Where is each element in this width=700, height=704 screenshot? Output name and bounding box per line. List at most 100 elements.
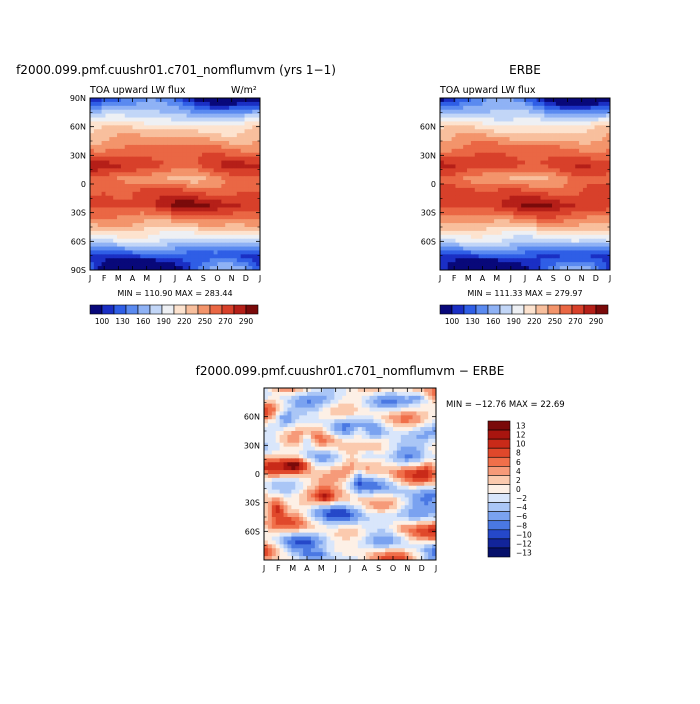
heatmap-cell [568,161,572,165]
heatmap-cell [152,219,156,223]
heatmap-cell [346,470,350,474]
x-tick-label: N [579,274,585,283]
heatmap-cell [424,454,428,458]
heatmap-cell [483,141,487,145]
heatmap-cell [521,110,525,114]
heatmap-cell [342,458,346,462]
heatmap-cell [136,231,140,235]
heatmap-cell [537,211,541,215]
heatmap-cell [210,207,214,211]
heatmap-cell [102,204,106,208]
heatmap-cell [194,161,198,165]
heatmap-cell [448,102,452,106]
heatmap-cell [416,400,420,404]
heatmap-cell [148,102,152,106]
heatmap-cell [342,415,346,419]
heatmap-cell [175,157,179,161]
heatmap-cell [190,250,194,254]
heatmap-cell [444,235,448,239]
heatmap-cell [183,180,187,184]
heatmap-cell [498,114,502,118]
heatmap-cell [540,200,544,204]
heatmap-cell [544,188,548,192]
heatmap-cell [350,454,354,458]
heatmap-cell [245,153,249,157]
heatmap-cell [125,168,129,172]
heatmap-cell [452,106,456,110]
heatmap-cell [276,435,280,439]
heatmap-cell [125,118,129,122]
heatmap-cell [241,258,245,262]
heatmap-cell [467,172,471,176]
heatmap-cell [564,227,568,231]
heatmap-cell [579,137,583,141]
heatmap-cell [486,243,490,247]
heatmap-cell [330,466,334,470]
heatmap-cell [268,400,272,404]
heatmap-cell [218,157,222,161]
heatmap-cell [206,110,210,114]
heatmap-cell [506,157,510,161]
heatmap-cell [133,157,137,161]
heatmap-cell [452,258,456,262]
heatmap-cell [113,227,117,231]
heatmap-cell [358,466,362,470]
heatmap-cell [175,250,179,254]
heatmap-cell [540,250,544,254]
heatmap-cell [295,462,299,466]
heatmap-cell [140,254,144,258]
heatmap-cell [521,239,525,243]
heatmap-cell [440,98,444,102]
heatmap-cell [140,223,144,227]
heatmap-cell [225,121,229,125]
heatmap-cell [506,219,510,223]
heatmap-cell [156,110,160,114]
heatmap-cell [117,141,121,145]
x-tick-label: J [523,274,526,283]
heatmap-cell [90,176,94,180]
heatmap-cell [280,404,284,408]
heatmap-cell [163,149,167,153]
heatmap-cell [121,129,125,133]
heatmap-cell [544,243,548,247]
heatmap-cell [579,149,583,153]
heatmap-cell [202,125,206,129]
heatmap-cell [105,192,109,196]
heatmap-cell [160,247,164,251]
heatmap-cell [144,118,148,122]
heatmap-cell [330,443,334,447]
heatmap-cell [156,262,160,266]
heatmap-cell [537,247,541,251]
heatmap-cell [187,258,191,262]
heatmap-cell [105,149,109,153]
heatmap-cell [121,239,125,243]
heatmap-cell [163,157,167,161]
heatmap-cell [540,149,544,153]
heatmap-cell [490,188,494,192]
heatmap-cell [389,439,393,443]
heatmap-cell [152,129,156,133]
heatmap-cell [125,98,129,102]
heatmap-cell [319,404,323,408]
heatmap-cell [102,247,106,251]
heatmap-cell [424,443,428,447]
heatmap-cell [571,215,575,219]
heatmap-cell [405,400,409,404]
heatmap-cell [171,161,175,165]
heatmap-cell [350,451,354,455]
heatmap-cell [544,149,548,153]
heatmap-cell [452,254,456,258]
heatmap-cell [467,137,471,141]
heatmap-cell [459,164,463,168]
heatmap-cell [564,200,568,204]
heatmap-cell [237,114,241,118]
heatmap-cell [370,454,374,458]
heatmap-cell [459,200,463,204]
heatmap-cell [252,118,256,122]
heatmap-cell [455,219,459,223]
heatmap-cell [117,157,121,161]
heatmap-cell [125,196,129,200]
heatmap-cell [125,110,129,114]
heatmap-cell [498,204,502,208]
heatmap-cell [475,102,479,106]
